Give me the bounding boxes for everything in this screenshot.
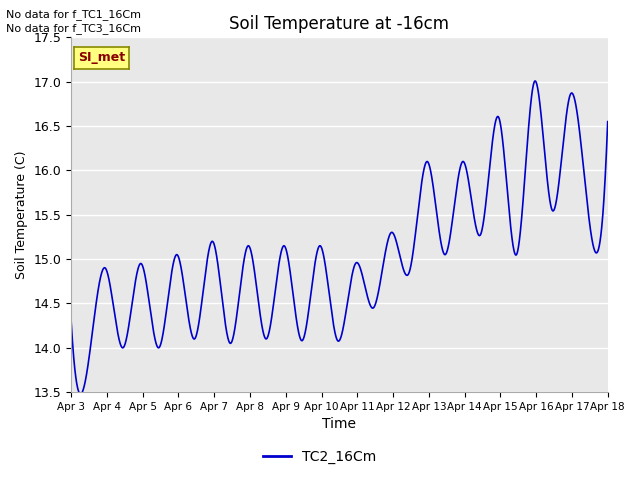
- Y-axis label: Soil Temperature (C): Soil Temperature (C): [15, 150, 28, 279]
- Legend: TC2_16Cm: TC2_16Cm: [258, 444, 382, 469]
- Text: No data for f_TC3_16Cm: No data for f_TC3_16Cm: [6, 23, 141, 34]
- Title: Soil Temperature at -16cm: Soil Temperature at -16cm: [229, 15, 449, 33]
- Text: SI_met: SI_met: [78, 51, 125, 64]
- X-axis label: Time: Time: [323, 418, 356, 432]
- Text: No data for f_TC1_16Cm: No data for f_TC1_16Cm: [6, 9, 141, 20]
